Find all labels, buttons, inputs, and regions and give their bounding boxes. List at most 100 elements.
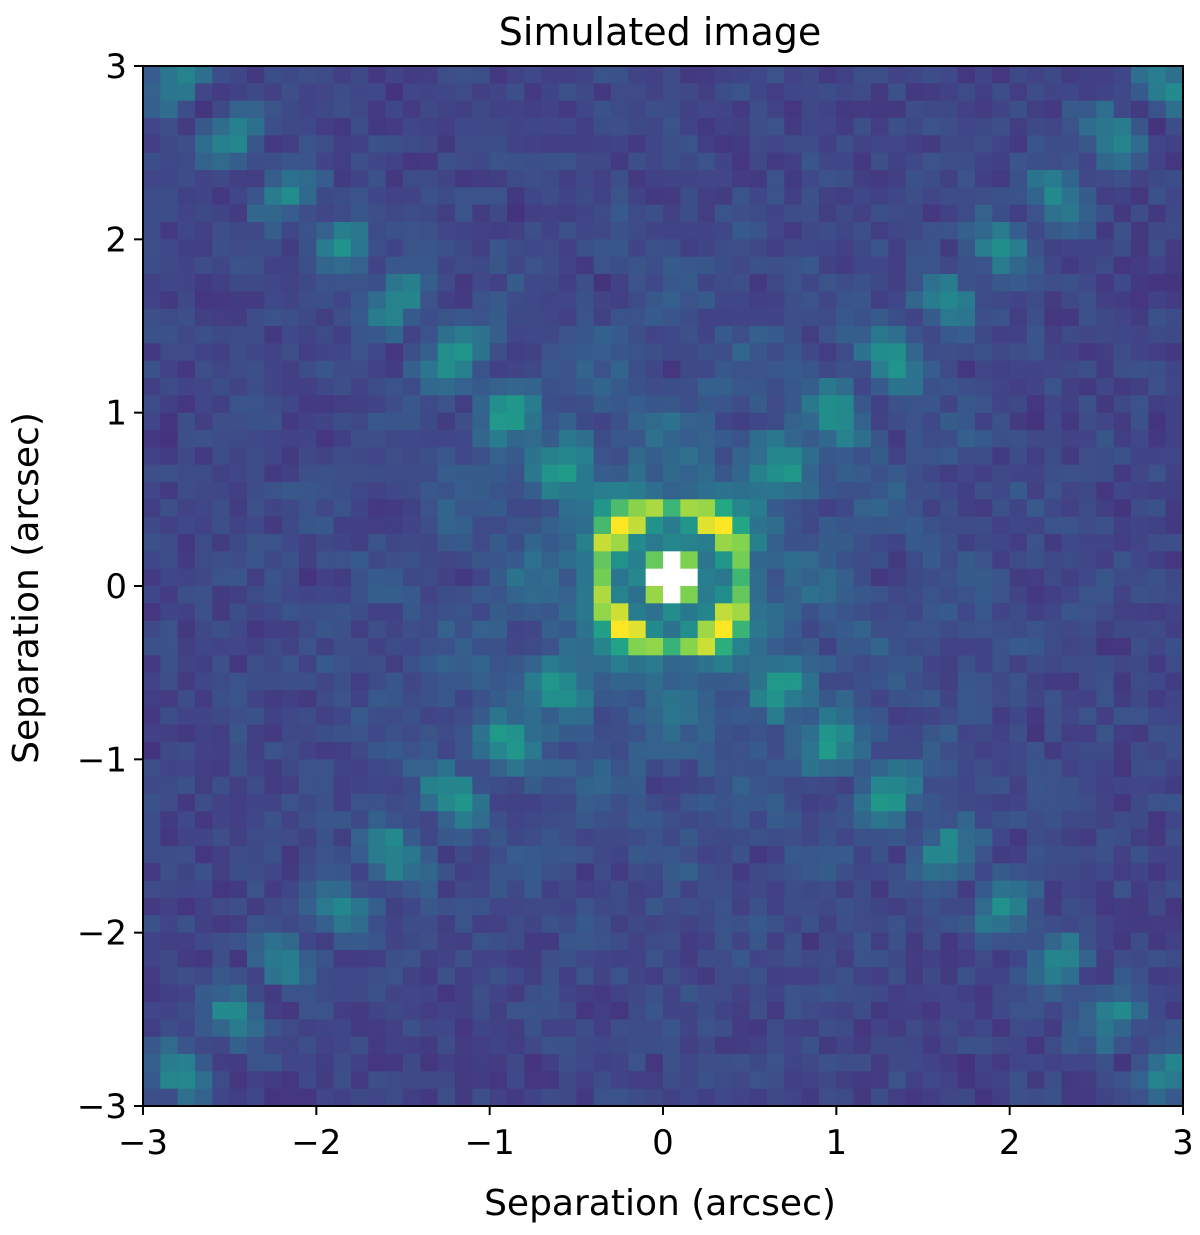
heatmap-pixel [853, 66, 872, 84]
heatmap-pixel [143, 274, 161, 292]
heatmap-pixel [836, 690, 855, 708]
heatmap-pixel [281, 308, 300, 327]
heatmap-pixel [351, 776, 369, 795]
heatmap-pixel [749, 274, 768, 292]
heatmap-pixel [385, 724, 404, 743]
heatmap-pixel [229, 152, 248, 171]
heatmap-pixel [1061, 187, 1080, 206]
heatmap-pixel [1027, 534, 1045, 552]
heatmap-pixel [229, 135, 248, 154]
heatmap-pixel [697, 152, 716, 171]
heatmap-pixel [611, 516, 629, 535]
heatmap-pixel [437, 326, 456, 344]
heatmap-pixel [628, 950, 647, 968]
heatmap-pixel [316, 464, 335, 483]
heatmap-pixel [541, 568, 560, 587]
heatmap-pixel [177, 672, 196, 691]
heatmap-pixel [333, 326, 352, 344]
heatmap-pixel [368, 152, 387, 171]
heatmap-pixel [819, 846, 837, 864]
heatmap-pixel [160, 66, 179, 84]
heatmap-pixel [177, 1036, 196, 1055]
heatmap-pixel [576, 742, 595, 760]
heatmap-pixel [489, 187, 508, 206]
heatmap-pixel [680, 239, 699, 258]
heatmap-pixel [351, 118, 369, 136]
heatmap-pixel [368, 516, 387, 535]
heatmap-pixel [957, 326, 976, 344]
heatmap-pixel [368, 395, 387, 414]
heatmap-pixel [992, 551, 1011, 570]
heatmap-pixel [524, 464, 543, 483]
heatmap-pixel [576, 586, 595, 604]
heatmap-pixel [888, 343, 907, 362]
heatmap-pixel [281, 152, 300, 171]
heatmap-pixel [905, 1088, 924, 1107]
heatmap-pixel [1096, 724, 1115, 743]
heatmap-pixel [767, 360, 785, 379]
heatmap-pixel [836, 430, 855, 448]
heatmap-pixel [333, 360, 352, 379]
heatmap-pixel [645, 1019, 664, 1038]
heatmap-pixel [143, 360, 161, 379]
heatmap-pixel [1131, 516, 1149, 535]
heatmap-pixel [299, 66, 317, 84]
heatmap-pixel [559, 672, 577, 691]
heatmap-pixel [1148, 1036, 1167, 1055]
heatmap-pixel [1148, 811, 1167, 830]
heatmap-pixel [1009, 204, 1028, 223]
heatmap-pixel [871, 239, 889, 258]
heatmap-pixel [281, 256, 300, 275]
heatmap-pixel [420, 118, 439, 136]
heatmap-pixel [940, 378, 959, 396]
heatmap-pixel [767, 967, 785, 986]
heatmap-pixel [888, 811, 907, 830]
heatmap-pixel [732, 828, 751, 847]
heatmap-pixel [767, 66, 785, 84]
heatmap-pixel [749, 1019, 768, 1038]
heatmap-pixel [385, 534, 404, 552]
heatmap-pixel [143, 412, 161, 431]
heatmap-pixel [212, 204, 231, 223]
heatmap-pixel [177, 187, 196, 206]
heatmap-pixel [385, 395, 404, 414]
heatmap-pixel [1061, 291, 1080, 310]
heatmap-pixel [957, 742, 976, 760]
heatmap-pixel [177, 984, 196, 1003]
heatmap-pixel [455, 915, 473, 934]
heatmap-pixel [264, 967, 283, 986]
heatmap-pixel [1096, 603, 1115, 622]
heatmap-pixel [1165, 378, 1184, 396]
heatmap-pixel [489, 655, 508, 674]
heatmap-pixel [1113, 655, 1132, 674]
heatmap-pixel [836, 915, 855, 934]
heatmap-pixel [507, 222, 525, 240]
heatmap-pixel [767, 898, 785, 916]
heatmap-pixel [489, 724, 508, 743]
heatmap-pixel [1096, 568, 1115, 587]
heatmap-pixel [143, 1088, 161, 1107]
heatmap-pixel [437, 1002, 456, 1020]
heatmap-pixel [247, 152, 265, 171]
heatmap-pixel [195, 343, 213, 362]
heatmap-pixel [524, 274, 543, 292]
heatmap-pixel [177, 1071, 196, 1090]
heatmap-pixel [1131, 603, 1149, 622]
heatmap-pixel [403, 447, 421, 466]
heatmap-pixel [905, 1036, 924, 1055]
heatmap-pixel [368, 447, 387, 466]
heatmap-pixel [611, 118, 629, 136]
heatmap-pixel [905, 291, 924, 310]
heatmap-pixel [437, 1036, 456, 1055]
heatmap-pixel [403, 967, 421, 986]
heatmap-pixel [1044, 534, 1063, 552]
heatmap-pixel [437, 187, 456, 206]
heatmap-pixel [1027, 239, 1045, 258]
heatmap-pixel [923, 984, 941, 1003]
heatmap-pixel [975, 898, 993, 916]
heatmap-pixel [541, 395, 560, 414]
heatmap-pixel [1131, 274, 1149, 292]
heatmap-pixel [143, 846, 161, 864]
heatmap-pixel [507, 135, 525, 154]
heatmap-pixel [316, 967, 335, 986]
